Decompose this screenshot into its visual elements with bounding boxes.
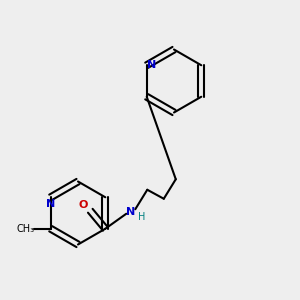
Text: N: N xyxy=(148,60,157,70)
Text: N: N xyxy=(46,199,55,209)
Text: N: N xyxy=(126,207,135,217)
Text: O: O xyxy=(79,200,88,210)
Text: H: H xyxy=(138,212,145,222)
Text: CH₃: CH₃ xyxy=(16,224,34,234)
